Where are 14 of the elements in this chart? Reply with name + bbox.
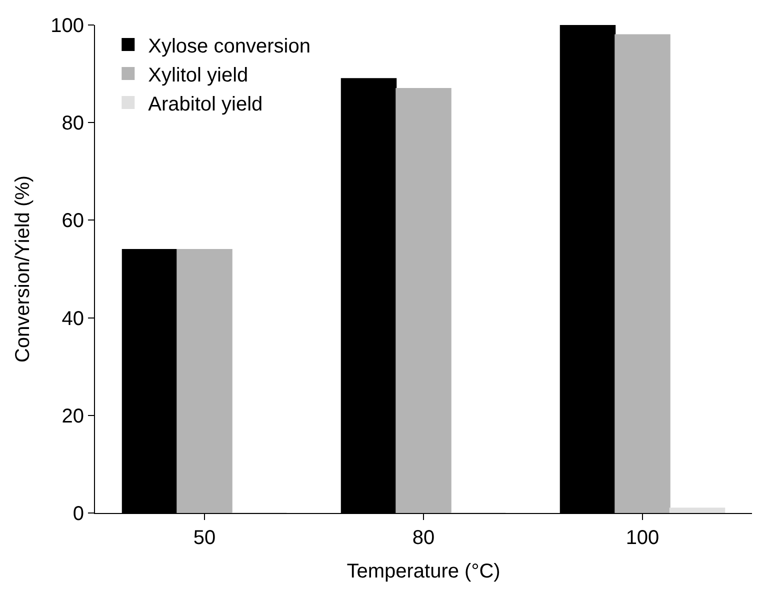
y-tick-label: 80 (62, 112, 84, 135)
x-tick-label: 80 (412, 527, 435, 549)
x-axis-title: Temperature (°C) (346, 560, 500, 582)
y-tick-label: 100 (50, 15, 84, 37)
y-axis-title: Conversion/Yield (%) (12, 175, 34, 363)
legend-label: Xylitol yield (148, 64, 248, 86)
y-tick-label: 40 (62, 308, 84, 330)
y-tick-label: 60 (62, 210, 84, 232)
legend-label: Arabitol yield (148, 93, 263, 116)
y-tick-label: 0 (72, 503, 84, 525)
legend-label: Xylose conversion (148, 35, 310, 58)
x-tick-label: 50 (193, 527, 216, 549)
x-tick-label: 100 (626, 527, 660, 549)
y-tick-label: 20 (62, 405, 84, 428)
